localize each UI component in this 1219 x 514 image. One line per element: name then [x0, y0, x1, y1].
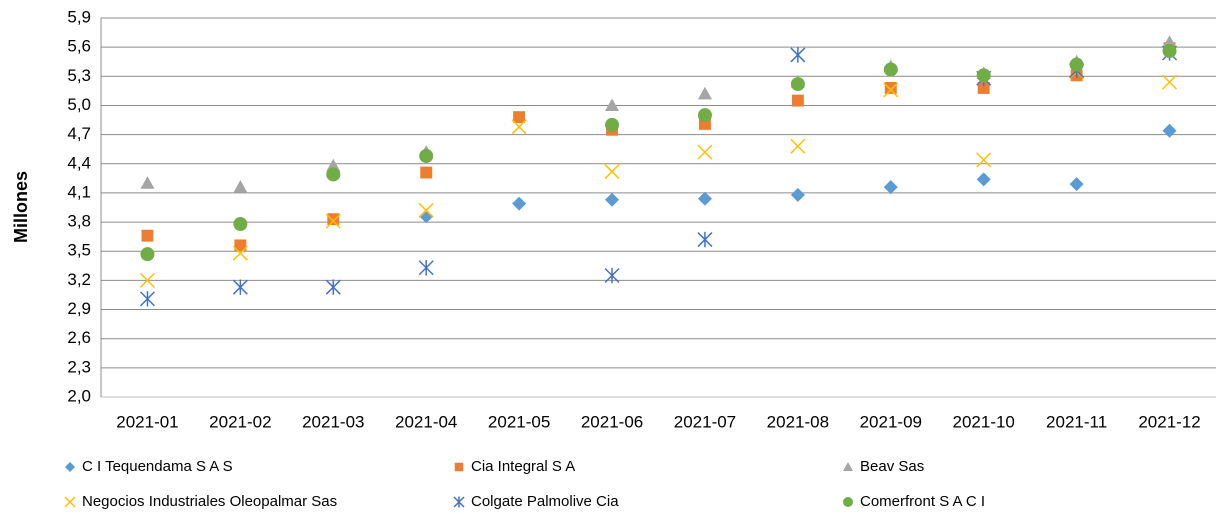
marker-star [697, 231, 713, 248]
marker-x [790, 138, 806, 154]
legend-label: Negocios Industriales Oleopalmar Sas [82, 493, 337, 510]
marker-triangle [605, 98, 620, 112]
y-tick-label: 2,0 [67, 386, 91, 405]
y-tick-label: 5,0 [67, 95, 91, 114]
marker-square [420, 166, 433, 179]
marker-circle [419, 148, 434, 163]
y-axis-label: Millones [11, 171, 31, 243]
legend: C I Tequendama S A S Cia Integral S A Beav… [64, 458, 985, 510]
marker-triangle [843, 462, 853, 471]
marker-triangle [1162, 35, 1177, 48]
marker-circle [1162, 44, 1177, 59]
marker-x [1162, 74, 1178, 90]
x-tick-label: 2021-04 [395, 412, 457, 431]
marker-circle [233, 217, 248, 232]
x-tick-label: 2021-09 [860, 412, 922, 431]
y-tick-label: 2,6 [67, 328, 91, 347]
y-tick-label: 5,9 [67, 7, 91, 26]
marker-x [697, 144, 713, 160]
marker-circle [697, 108, 712, 123]
marker-triangle [233, 180, 248, 193]
x-tick-label: 2021-01 [116, 412, 178, 431]
marker-x [976, 152, 992, 168]
marker-circle [883, 62, 898, 77]
marker-circle [1069, 57, 1084, 72]
x-tick-label: 2021-08 [767, 412, 829, 431]
marker-star [604, 267, 620, 284]
marker-diamond [65, 462, 75, 472]
y-tick-label: 3,5 [67, 241, 91, 260]
marker-diamond [1162, 123, 1177, 138]
marker-circle [605, 117, 620, 132]
y-tick-label: 3,2 [67, 270, 91, 289]
marker-diamond [1069, 177, 1084, 192]
marker-square [513, 111, 526, 124]
marker-star [790, 47, 806, 63]
legend-label: Comerfront S A C I [860, 493, 985, 510]
marker-triangle [140, 176, 155, 189]
y-tick-label: 3,8 [67, 212, 91, 231]
marker-circle [976, 68, 991, 83]
marker-x [232, 245, 248, 261]
y-tick-label: 4,4 [67, 153, 91, 172]
legend-label: C I Tequendama S A S [82, 458, 233, 475]
marker-circle [843, 497, 853, 507]
legend-label: Cia Integral S A [471, 458, 575, 475]
x-tick-label: 2021-11 [1046, 412, 1107, 431]
marker-square [327, 213, 340, 226]
marker-x [511, 119, 527, 135]
marker-circle [140, 247, 155, 262]
marker-triangle [697, 86, 712, 100]
marker-diamond [976, 172, 991, 187]
marker-x [883, 82, 899, 98]
marker-x [604, 164, 620, 180]
marker-diamond [419, 209, 434, 224]
y-tick-label: 4,1 [67, 182, 91, 201]
marker-star [139, 291, 155, 307]
marker-square [141, 229, 154, 242]
marker-diamond [697, 191, 712, 206]
marker-star [453, 496, 465, 508]
x-tick-label: 2021-12 [1138, 412, 1200, 431]
y-tick-label: 2,3 [67, 357, 91, 376]
marker-star [325, 279, 341, 295]
marker-diamond [605, 192, 620, 207]
marker-triangle [326, 158, 341, 172]
legend-label: Beav Sas [860, 458, 924, 475]
x-tick-label: 2021-03 [302, 412, 364, 431]
marker-star [232, 279, 248, 295]
marker-diamond [883, 180, 898, 195]
marker-square [454, 462, 464, 472]
marker-diamond [512, 196, 527, 211]
x-tick-label: 2021-07 [674, 412, 736, 431]
marker-square [234, 239, 247, 252]
marker-square [884, 82, 897, 94]
marker-circle [790, 77, 805, 92]
marker-square [791, 94, 804, 107]
y-tick-label: 5,6 [67, 37, 91, 56]
marker-square [699, 117, 711, 130]
y-tick-label: 5,3 [67, 66, 91, 85]
legend-label: Colgate Palmolive Cia [471, 493, 619, 510]
x-tick-label: 2021-10 [953, 412, 1015, 431]
y-tick-label: 4,7 [67, 124, 91, 143]
marker-x [64, 496, 76, 508]
x-tick-label: 2021-02 [209, 412, 271, 431]
marker-x [325, 213, 341, 229]
marker-x [418, 202, 434, 218]
x-tick-label: 2021-06 [581, 412, 643, 431]
marker-circle [326, 167, 341, 182]
marker-diamond [790, 187, 805, 202]
y-tick-label: 2,9 [67, 299, 91, 318]
x-tick-label: 2021-05 [488, 412, 550, 431]
marker-square [977, 82, 990, 94]
marker-x [139, 272, 155, 288]
marker-star [418, 260, 434, 276]
